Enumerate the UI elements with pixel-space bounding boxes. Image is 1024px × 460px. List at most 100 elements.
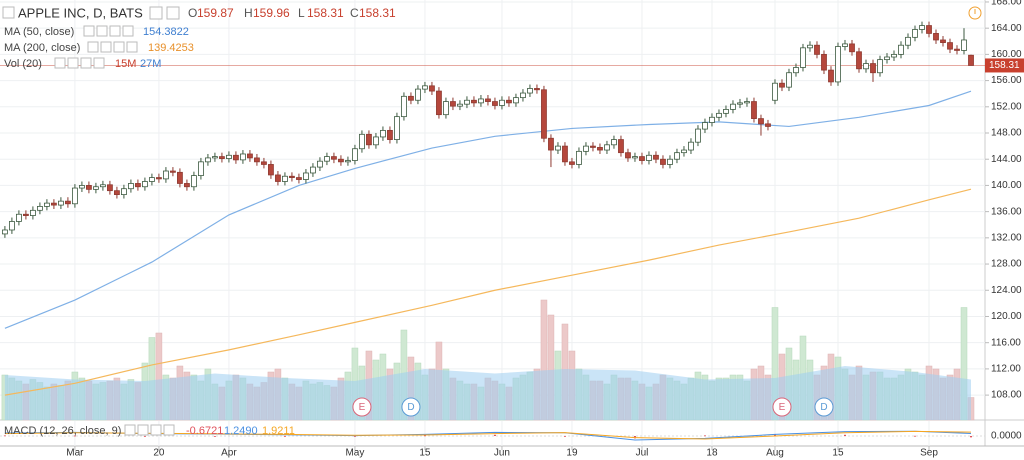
candle-body	[786, 72, 792, 88]
candle-body	[898, 44, 904, 55]
icon[interactable]	[113, 41, 125, 53]
candle-body	[177, 171, 183, 184]
icon[interactable]	[163, 424, 175, 436]
grid	[0, 0, 985, 446]
candle-body	[674, 152, 680, 160]
macd-histogram	[73, 435, 76, 437]
candle-body	[352, 148, 358, 161]
candle-body	[422, 85, 428, 90]
candle-body	[835, 46, 841, 83]
candle-body	[891, 53, 897, 58]
icon[interactable]	[93, 57, 105, 69]
x-tick-label: 19	[566, 448, 578, 459]
candle-body	[611, 139, 617, 146]
candle-body	[310, 166, 316, 174]
icon[interactable]	[67, 57, 79, 69]
ma-line	[4, 188, 972, 396]
icon[interactable]	[87, 41, 99, 53]
candle-body	[653, 154, 659, 160]
x-tick-label: Jun	[494, 448, 510, 459]
candle-body	[9, 221, 15, 231]
candle-body	[583, 145, 589, 152]
candle-body	[415, 88, 421, 101]
settings-icon[interactable]	[166, 6, 180, 20]
candle-body	[863, 63, 869, 70]
candle-body	[191, 175, 197, 188]
candle-body	[688, 141, 694, 151]
ohlc-letter: L	[298, 6, 305, 20]
y-tick-label: 140.00	[991, 180, 1022, 191]
candle-body	[219, 156, 225, 159]
event-label: E	[779, 402, 786, 413]
candle-body	[359, 133, 365, 150]
candle-body	[625, 152, 631, 159]
candle-body	[485, 98, 491, 102]
macd-value: 1.9211	[262, 425, 295, 437]
candle-body	[16, 213, 22, 222]
macd-histogram	[3, 435, 6, 437]
candle-body	[681, 149, 687, 154]
icon[interactable]	[83, 25, 95, 37]
event-marker[interactable]	[814, 397, 834, 417]
candle-body	[730, 103, 736, 110]
icon[interactable]	[100, 41, 112, 53]
price-pane	[0, 21, 985, 396]
event-label: E	[359, 402, 366, 413]
icon[interactable]	[80, 57, 92, 69]
candle-body	[800, 47, 806, 68]
candle-body	[821, 53, 827, 71]
event-marker[interactable]	[401, 397, 421, 417]
candle-body	[156, 177, 162, 180]
macd-histogram	[969, 436, 972, 438]
candle-body	[429, 85, 435, 92]
candle-body	[772, 82, 778, 101]
y-tick-label: 112.00	[991, 364, 1021, 375]
y-tick-label: 132.00	[991, 232, 1022, 243]
candle-body	[919, 25, 925, 30]
icon[interactable]	[124, 424, 136, 436]
candle-body	[506, 99, 512, 104]
candle-body	[303, 172, 309, 180]
axes: 108.00 112.00 116.00 120.00 124.00 128.00 132.…	[66, 0, 1024, 459]
candle-body	[807, 44, 813, 49]
eye-icon[interactable]	[149, 6, 163, 20]
candle-body	[912, 29, 918, 38]
candle-body	[324, 156, 330, 162]
candle-body	[261, 161, 267, 165]
volume-ma-value: 27M	[140, 58, 161, 70]
icon[interactable]	[96, 25, 108, 37]
icon[interactable]	[122, 25, 134, 37]
icon[interactable]	[109, 25, 121, 37]
icon[interactable]	[150, 424, 162, 436]
event-marker[interactable]	[772, 397, 792, 417]
macd-histogram	[213, 436, 216, 437]
event-marker[interactable]	[352, 397, 372, 417]
icon[interactable]	[137, 424, 149, 436]
icon[interactable]	[54, 57, 66, 69]
indicator-name: MA (50, close)	[4, 26, 74, 38]
candle-body	[618, 139, 624, 154]
candle-body	[198, 161, 204, 177]
macd-histogram	[563, 436, 566, 437]
icon[interactable]	[126, 41, 138, 53]
macd-histogram	[843, 434, 846, 436]
candle-body	[135, 183, 141, 188]
ohlc-value: 158.31	[307, 6, 344, 20]
ohlc-value: 159.96	[253, 6, 290, 20]
collapse-icon[interactable]	[2, 6, 15, 19]
y-tick-label: 144.00	[991, 154, 1022, 165]
candle-body	[541, 89, 547, 139]
candle-body	[23, 213, 29, 216]
candle-body	[149, 177, 155, 182]
indicator-value: 139.4253	[148, 42, 194, 54]
x-tick-label: Sep	[920, 448, 938, 459]
candle-body	[905, 36, 911, 46]
candle-body	[779, 82, 785, 88]
x-tick-label: 20	[153, 448, 165, 459]
y-tick-label: 108.00	[991, 390, 1022, 401]
indicator-name: MA (200, close)	[4, 42, 80, 54]
y-tick-label: 136.00	[991, 206, 1022, 217]
